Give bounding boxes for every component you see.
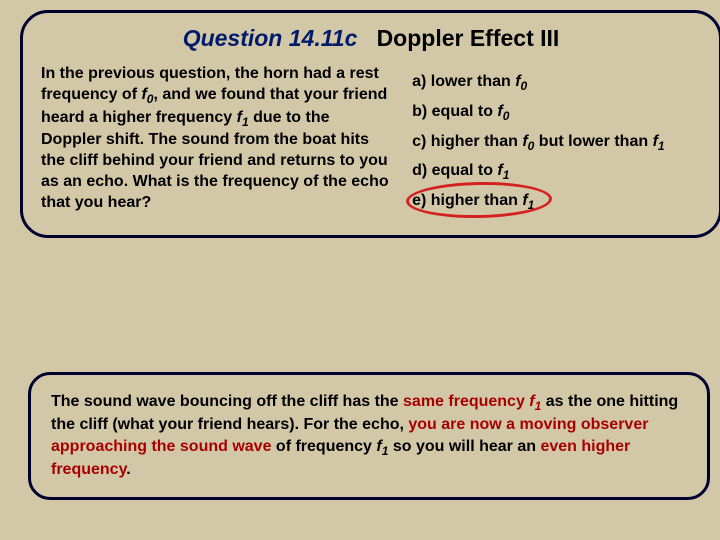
var-f0: f0	[141, 86, 153, 103]
question-text: In the previous question, the horn had a…	[41, 64, 394, 217]
choice-c: c) higher than f0 but lower than f1	[412, 128, 701, 158]
choice-e: e) higher than f1	[412, 187, 701, 217]
choice-a: a) lower than f0	[412, 68, 701, 98]
question-topic: Doppler Effect III	[377, 25, 560, 51]
var-f1: f1	[237, 109, 249, 126]
question-body: In the previous question, the horn had a…	[41, 64, 701, 217]
choice-d: d) equal to f1	[412, 157, 701, 187]
explanation-panel: The sound wave bouncing off the cliff ha…	[28, 372, 710, 500]
choice-b: b) equal to f0	[412, 98, 701, 128]
question-panel: Question 14.11c Doppler Effect III In th…	[20, 10, 720, 238]
explain-text: .	[126, 461, 130, 478]
answer-choices: a) lower than f0 b) equal to f0 c) highe…	[412, 64, 701, 217]
question-number: Question 14.11c	[183, 25, 358, 51]
var-f1: f1	[376, 438, 388, 455]
explain-text: of frequency	[271, 438, 376, 455]
explain-text: so you will hear an	[388, 438, 540, 455]
explain-highlight: same frequency f1	[403, 393, 541, 410]
explain-text: The sound wave bouncing off the cliff ha…	[51, 393, 403, 410]
question-title: Question 14.11c Doppler Effect III	[41, 25, 701, 52]
